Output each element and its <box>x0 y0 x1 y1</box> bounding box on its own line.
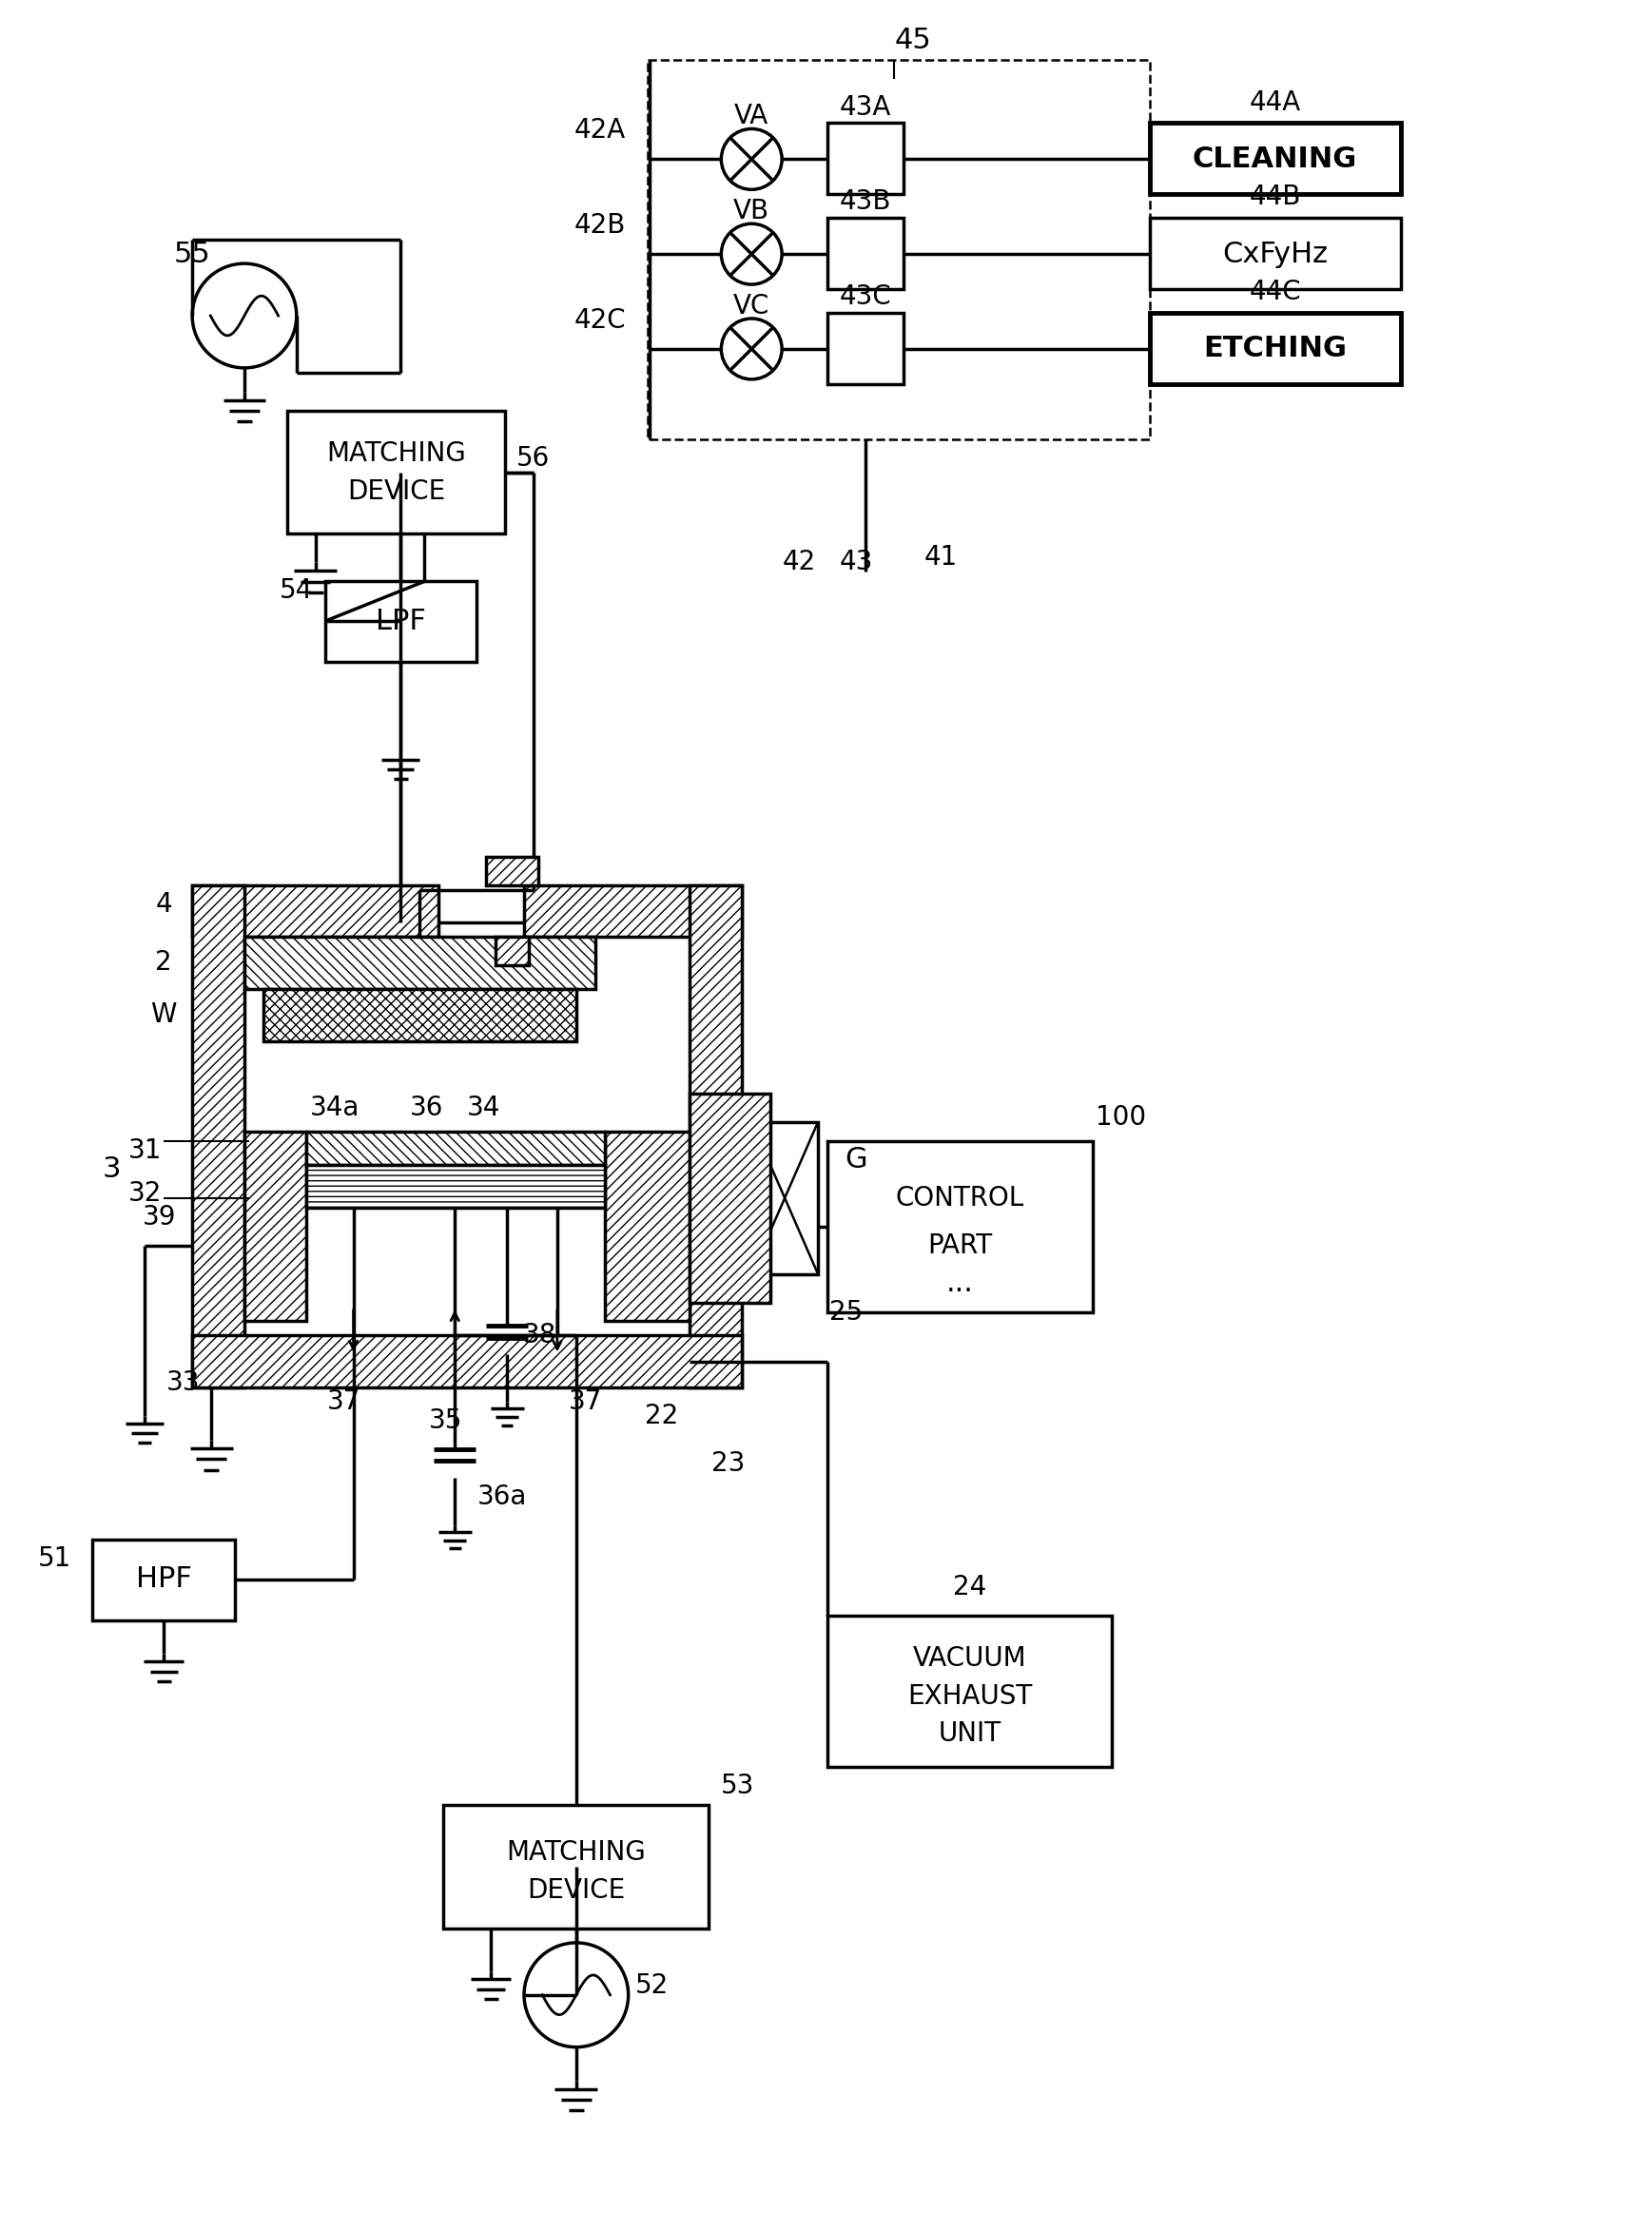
Bar <box>828 1142 1094 1311</box>
Bar <box>828 312 904 384</box>
Text: CxFyHz: CxFyHz <box>1222 241 1328 268</box>
Bar <box>325 582 477 662</box>
Bar <box>1150 123 1401 194</box>
Bar <box>306 1131 605 1164</box>
Text: 43: 43 <box>839 549 872 575</box>
Bar <box>192 1336 742 1387</box>
Bar <box>691 1093 770 1302</box>
Bar <box>828 123 904 194</box>
Text: W: W <box>150 1001 177 1028</box>
Bar <box>605 1131 691 1322</box>
Text: 52: 52 <box>636 1971 669 1998</box>
Text: MATCHING: MATCHING <box>327 439 466 466</box>
Text: 56: 56 <box>517 444 550 471</box>
Text: 43C: 43C <box>839 283 892 310</box>
Text: ETCHING: ETCHING <box>1203 334 1346 363</box>
Text: 54: 54 <box>279 578 314 604</box>
Text: 44C: 44C <box>1249 279 1300 306</box>
Bar <box>496 937 529 966</box>
Text: 37: 37 <box>568 1389 603 1416</box>
Bar <box>93 1539 235 1621</box>
Text: VB: VB <box>733 198 770 225</box>
Bar <box>828 1615 1112 1766</box>
Text: 43B: 43B <box>839 190 892 214</box>
Bar <box>752 1122 818 1273</box>
Text: 53: 53 <box>720 1773 755 1800</box>
Text: 43A: 43A <box>839 94 890 120</box>
Text: 38: 38 <box>524 1322 557 1349</box>
Text: 44A: 44A <box>1249 89 1300 116</box>
Text: 36a: 36a <box>477 1483 527 1510</box>
Circle shape <box>722 129 781 190</box>
Text: 34a: 34a <box>309 1095 360 1122</box>
Bar <box>1150 312 1401 384</box>
Text: 34: 34 <box>466 1095 501 1122</box>
Circle shape <box>722 319 781 379</box>
Text: ...: ... <box>947 1269 975 1298</box>
Text: MATCHING: MATCHING <box>507 1840 646 1867</box>
Text: 36: 36 <box>410 1095 443 1122</box>
Text: UNIT: UNIT <box>938 1722 1001 1748</box>
Bar <box>192 885 439 937</box>
Text: 42C: 42C <box>573 308 626 334</box>
Text: VA: VA <box>735 103 768 129</box>
Text: PART: PART <box>928 1233 993 1258</box>
Text: 55: 55 <box>173 241 211 268</box>
Text: 23: 23 <box>710 1450 745 1476</box>
Bar <box>691 885 742 1387</box>
Text: DEVICE: DEVICE <box>347 477 444 504</box>
Text: 25: 25 <box>829 1298 862 1325</box>
Text: EXHAUST: EXHAUST <box>907 1684 1032 1710</box>
Bar <box>524 885 742 937</box>
Text: 44B: 44B <box>1249 183 1300 210</box>
Bar <box>443 1804 709 1929</box>
Bar <box>287 410 506 533</box>
Text: 22: 22 <box>644 1403 679 1429</box>
Circle shape <box>722 223 781 285</box>
Text: 32: 32 <box>127 1180 162 1206</box>
Bar <box>192 885 244 1387</box>
Text: VC: VC <box>733 292 770 319</box>
Text: 51: 51 <box>38 1545 71 1572</box>
Text: 39: 39 <box>142 1204 177 1231</box>
Text: 2: 2 <box>155 950 172 977</box>
Text: G: G <box>844 1146 867 1173</box>
Text: 41: 41 <box>925 544 958 571</box>
Bar <box>306 1164 605 1206</box>
Text: 24: 24 <box>953 1574 986 1601</box>
Text: 4: 4 <box>155 890 172 917</box>
Bar <box>648 60 1150 439</box>
Text: 33: 33 <box>165 1369 200 1396</box>
Text: 31: 31 <box>127 1137 162 1164</box>
Bar <box>828 219 904 290</box>
Text: CLEANING: CLEANING <box>1193 145 1358 174</box>
Text: 45: 45 <box>894 27 932 54</box>
Text: 37: 37 <box>327 1389 360 1416</box>
Text: DEVICE: DEVICE <box>527 1878 626 1904</box>
Bar <box>263 990 577 1041</box>
Text: 42A: 42A <box>575 118 626 145</box>
Bar <box>244 937 595 990</box>
Text: HPF: HPF <box>135 1565 192 1592</box>
Text: CONTROL: CONTROL <box>895 1184 1024 1211</box>
Text: 42: 42 <box>781 549 816 575</box>
Text: LPF: LPF <box>375 607 426 636</box>
Text: 100: 100 <box>1095 1104 1146 1131</box>
Bar <box>244 1131 306 1322</box>
Text: 42B: 42B <box>573 212 626 239</box>
Bar <box>1150 219 1401 290</box>
Text: 35: 35 <box>428 1407 463 1434</box>
Bar <box>486 856 539 885</box>
Text: VACUUM: VACUUM <box>914 1646 1026 1672</box>
Text: 3: 3 <box>102 1155 121 1184</box>
